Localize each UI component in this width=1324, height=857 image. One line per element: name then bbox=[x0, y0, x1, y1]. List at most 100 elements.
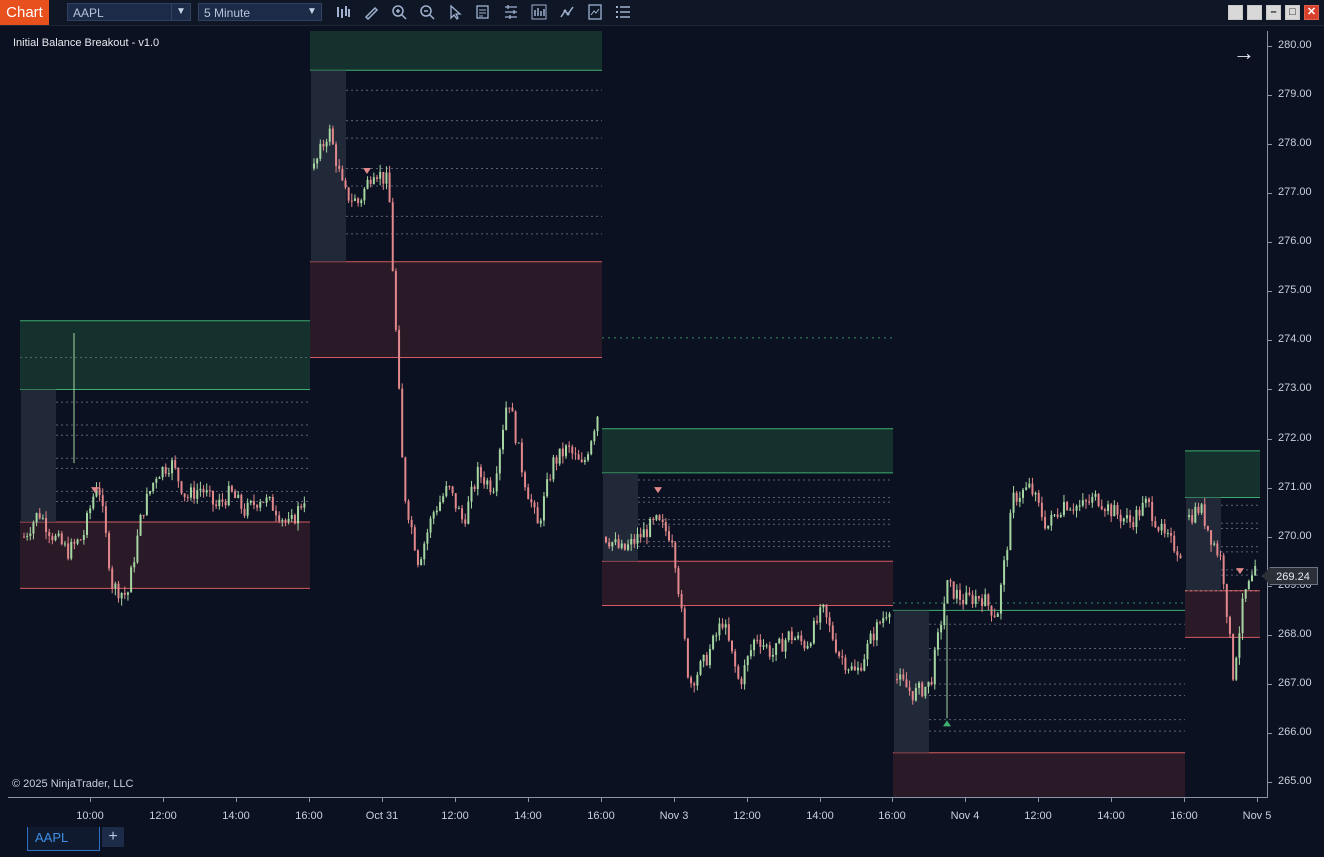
candle-body bbox=[1081, 500, 1084, 506]
candle-body bbox=[645, 529, 648, 537]
candle-body bbox=[990, 605, 993, 616]
tab-aapl[interactable]: AAPL bbox=[27, 827, 100, 851]
tile-window-button[interactable] bbox=[1228, 5, 1243, 20]
maximize-button[interactable]: □ bbox=[1285, 5, 1300, 20]
interval-value: 5 Minute bbox=[204, 6, 251, 20]
list-icon[interactable] bbox=[614, 4, 632, 22]
candle-body bbox=[186, 496, 189, 498]
candle-body bbox=[933, 649, 936, 685]
candle-body bbox=[505, 407, 508, 430]
price-chart[interactable] bbox=[8, 31, 1267, 797]
time-axis-label: Oct 31 bbox=[365, 810, 399, 822]
candle-body bbox=[142, 514, 145, 516]
data-box-icon[interactable] bbox=[474, 4, 492, 22]
candle-body bbox=[724, 624, 727, 628]
candle-body bbox=[161, 466, 164, 478]
candle-body bbox=[227, 485, 230, 506]
ib-lower-zone bbox=[893, 752, 1185, 797]
candle-body bbox=[149, 491, 151, 494]
candle-body bbox=[649, 518, 652, 537]
pointer-icon[interactable] bbox=[446, 4, 464, 22]
candle-body bbox=[828, 617, 831, 626]
candle-body bbox=[139, 514, 142, 536]
candle-body bbox=[467, 501, 470, 524]
price-axis-label: 277.00 bbox=[1278, 186, 1312, 199]
candle-body bbox=[1132, 522, 1135, 528]
candle-body bbox=[674, 542, 677, 569]
arrow-right-icon[interactable]: → bbox=[1233, 40, 1255, 65]
interval-selector[interactable]: 5 Minute ▼ bbox=[198, 3, 322, 21]
candle-body bbox=[677, 568, 680, 595]
draw-pencil-icon[interactable] bbox=[362, 4, 380, 22]
candle-body bbox=[369, 179, 372, 184]
candle-body bbox=[360, 200, 363, 204]
time-axis-tick bbox=[747, 798, 748, 802]
chart-plot-area[interactable] bbox=[8, 31, 1267, 797]
chevron-down-icon[interactable]: ▼ bbox=[171, 4, 190, 20]
candle-body bbox=[1122, 518, 1125, 522]
time-axis[interactable]: 10:00 12:00 14:00 16:00 Oct 31 12:00 14:00 16:0… bbox=[8, 797, 1271, 828]
candle-body bbox=[527, 487, 530, 500]
time-axis-tick bbox=[892, 798, 893, 802]
candle-body bbox=[524, 472, 527, 488]
chevron-down-icon[interactable]: ▼ bbox=[307, 6, 317, 17]
candle-body bbox=[331, 128, 334, 145]
candle-body bbox=[1059, 515, 1062, 517]
candle-body bbox=[737, 666, 740, 679]
candle-body bbox=[630, 538, 633, 545]
add-tab-button[interactable]: + bbox=[102, 827, 124, 847]
bar-type-icon[interactable] bbox=[334, 4, 352, 22]
candle-body bbox=[479, 467, 482, 478]
ib-upper-zone bbox=[602, 428, 893, 473]
candle-body bbox=[284, 519, 287, 522]
candle-body bbox=[54, 535, 57, 541]
candle-body bbox=[470, 486, 473, 502]
restore-window-button[interactable] bbox=[1247, 5, 1262, 20]
candle-body bbox=[322, 143, 325, 147]
candle-body bbox=[212, 490, 214, 505]
candle-body bbox=[794, 638, 796, 640]
candle-body bbox=[620, 543, 623, 548]
time-axis-tick bbox=[309, 798, 310, 802]
close-button[interactable]: ✕ bbox=[1304, 5, 1319, 20]
candle-body bbox=[775, 643, 778, 655]
candle-body bbox=[48, 532, 51, 537]
time-axis-tick bbox=[674, 798, 675, 802]
chart-window-label[interactable]: Chart bbox=[0, 0, 49, 25]
templates-icon[interactable] bbox=[586, 4, 604, 22]
candle-body bbox=[86, 513, 88, 535]
candle-body bbox=[850, 666, 853, 670]
candle-body bbox=[319, 143, 322, 159]
ib-upper-zone bbox=[20, 320, 310, 390]
instrument-selector[interactable]: AAPL ▼ bbox=[67, 3, 191, 21]
price-axis-tick bbox=[1268, 193, 1272, 195]
candle-body bbox=[1085, 500, 1087, 502]
zoom-out-icon[interactable] bbox=[418, 4, 436, 22]
time-axis-label: Nov 5 bbox=[1242, 810, 1272, 822]
candle-body bbox=[924, 686, 927, 697]
candle-body bbox=[442, 496, 445, 502]
indicators-icon[interactable] bbox=[530, 4, 548, 22]
candle-body bbox=[965, 592, 968, 605]
candle-body bbox=[120, 592, 123, 599]
time-axis-tick bbox=[1038, 798, 1039, 802]
candle-body bbox=[816, 620, 819, 623]
candle-body bbox=[26, 535, 29, 537]
candle-body bbox=[1103, 509, 1106, 512]
price-axis-label: 276.00 bbox=[1278, 235, 1312, 248]
candle-body bbox=[896, 679, 898, 681]
strategies-icon[interactable] bbox=[558, 4, 576, 22]
candle-body bbox=[1225, 584, 1228, 617]
candle-body bbox=[1047, 525, 1050, 529]
minimize-button[interactable]: – bbox=[1266, 5, 1281, 20]
candle-body bbox=[1200, 504, 1203, 513]
zoom-in-icon[interactable] bbox=[390, 4, 408, 22]
candle-body bbox=[800, 635, 803, 642]
price-axis[interactable]: 280.00 279.00 278.00 277.00 276.00 275.00 274.… bbox=[1267, 31, 1324, 797]
candle-body bbox=[167, 473, 170, 475]
candle-body bbox=[111, 568, 114, 589]
candle-body bbox=[617, 539, 620, 548]
candle-body bbox=[432, 512, 435, 519]
candle-body bbox=[338, 165, 341, 169]
properties-icon[interactable] bbox=[502, 4, 520, 22]
